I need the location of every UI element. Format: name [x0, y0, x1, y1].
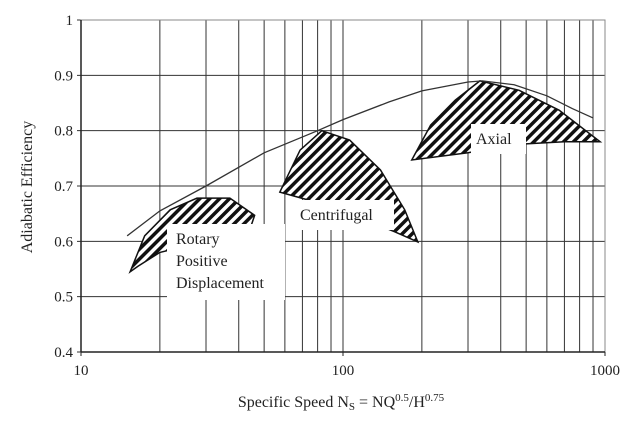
x-label-mid2: /H — [408, 394, 425, 411]
region-label-box — [290, 200, 394, 230]
y-tick-label: 0.6 — [54, 234, 73, 250]
x-tick-label: 10 — [74, 363, 89, 379]
region-label: Rotary — [176, 231, 220, 248]
x-label-mid: = NQ — [355, 394, 396, 411]
x-label-sup2: 0.75 — [424, 392, 445, 404]
y-tick-label: 0.4 — [54, 345, 73, 361]
x-label-text: Specific Speed N — [237, 394, 349, 411]
region-label: Displacement — [176, 275, 265, 292]
x-label-sup1: 0.5 — [395, 392, 409, 404]
y-tick-label: 0.7 — [54, 179, 73, 195]
y-tick-label: 0.9 — [54, 68, 73, 84]
y-tick-label: 0.5 — [54, 290, 73, 306]
region-label: Positive — [176, 253, 228, 270]
y-tick-label: 1 — [66, 13, 74, 29]
y-axis-label: Adiabatic Efficiency — [19, 120, 36, 254]
region-label-box — [167, 224, 285, 300]
region-label: Centrifugal — [300, 207, 373, 224]
x-axis-label: Specific Speed NS = NQ0.5/H0.75 — [0, 392, 642, 413]
x-label-sub: S — [348, 401, 356, 413]
envelope-line — [126, 80, 594, 237]
x-tick-label: 100 — [332, 363, 355, 379]
region-label-box — [471, 124, 526, 154]
region-label: Axial — [476, 131, 512, 148]
y-tick-label: 0.8 — [54, 124, 73, 140]
x-tick-label: 1000 — [590, 363, 620, 379]
